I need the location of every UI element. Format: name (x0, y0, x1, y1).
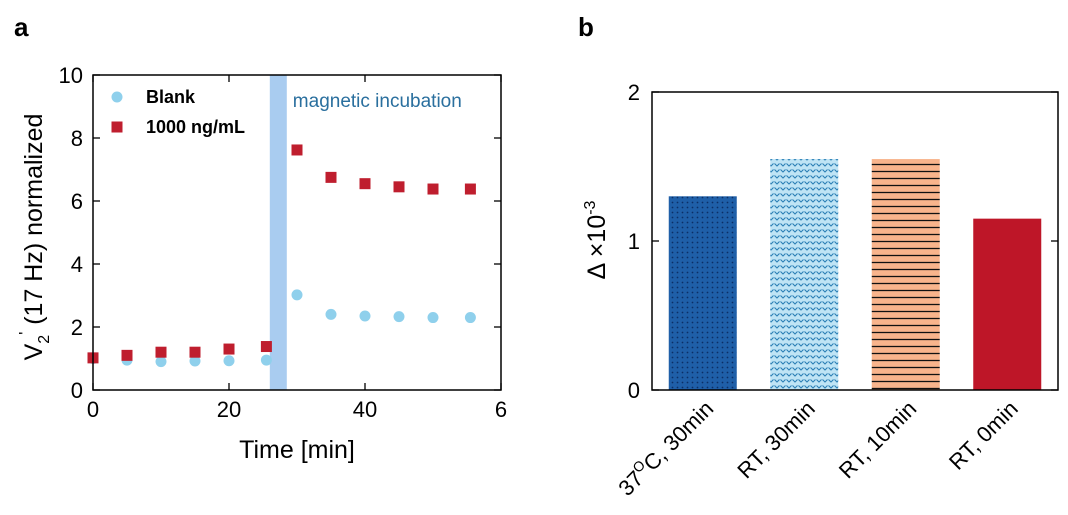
panel-a-x-axis-label: Time [min] (239, 436, 355, 464)
panel-a-point-sample-4 (223, 343, 235, 355)
legend-marker-sample (111, 121, 123, 133)
panel-b-y-tick-label: 2 (628, 80, 640, 105)
panel-a-point-sample-6 (291, 144, 303, 156)
panel-b-y-axis-label: Δ ×10-3 (582, 200, 611, 279)
panel-b-y-tick-label: 0 (628, 378, 640, 403)
panel-a-point-sample-1 (121, 349, 133, 361)
panel-b-bar-2 (871, 159, 940, 390)
panel-a-y-axis-label-sup: ' (17, 332, 34, 335)
panel-a-y-axis-label-rest: (17 Hz) normalized (20, 114, 48, 332)
legend-marker-blank (111, 91, 123, 103)
panel-a-point-sample-7 (325, 171, 337, 183)
panel-a-point-sample-11 (464, 183, 476, 195)
panel-a-y-axis-label-main: V (20, 343, 48, 360)
legend-label-blank: Blank (146, 87, 196, 107)
panel-a-point-sample-8 (359, 178, 371, 190)
panel-a-y-axis-label-sub: 2 (36, 335, 53, 344)
panel-b-y-tick-label: 1 (628, 229, 640, 254)
panel-a-point-blank-10 (427, 312, 439, 324)
panel-b-category-label-1: RT, 30min (732, 396, 819, 483)
panel-b-category-label-0: 37OC, 30min (612, 394, 718, 500)
panel-a-point-blank-5 (260, 354, 272, 366)
panel-a-point-blank-6 (291, 289, 303, 301)
panel-a-point-blank-3 (189, 355, 201, 367)
panel-a-y-tick-label: 10 (59, 63, 83, 88)
panel-b-y-axis-label-sup: -3 (582, 200, 599, 214)
legend-label-sample: 1000 ng/mL (146, 117, 245, 137)
panel-a-point-blank-11 (464, 312, 476, 324)
panel-a-point-blank-4 (223, 355, 235, 367)
panel-b-bar-1 (770, 159, 839, 390)
panel-a-annotation-text: magnetic incubation (293, 91, 462, 112)
panel-a-y-tick-label: 6 (71, 189, 83, 214)
panel-a-point-sample-3 (189, 346, 201, 358)
panel-b-bar-chart: 0 1 2 37OC, 30min RT, 30min RT, 10min RT, 0mi… (582, 80, 1059, 501)
panel-a-x-tick-label: 6 (495, 397, 507, 422)
panel-a-y-tick-label: 8 (71, 126, 83, 151)
panel-a-point-blank-7 (325, 308, 337, 320)
panel-a-x-tick-label: 20 (217, 397, 241, 422)
panel-b-bar-0 (668, 196, 737, 390)
panel-a-y-tick-label: 2 (71, 315, 83, 340)
panel-a-point-sample-10 (427, 183, 439, 195)
panel-label-b: b (578, 12, 594, 42)
panel-a-frame (92, 74, 502, 391)
panel-a-x-tick-label: 40 (353, 397, 377, 422)
panel-a-annotation-band (269, 75, 287, 390)
panel-a-point-sample-9 (393, 181, 405, 193)
panel-a-point-sample-2 (155, 346, 167, 358)
panel-a-point-blank-8 (359, 310, 371, 322)
panel-a-x-tick-label: 0 (87, 397, 99, 422)
panel-b-bar-3 (973, 218, 1042, 390)
panel-a-point-sample-5 (260, 341, 272, 353)
panel-a-legend: Blank 1000 ng/mL (111, 87, 245, 137)
panel-b-y-axis-label-main: Δ ×10 (583, 215, 611, 280)
panel-label-a: a (14, 12, 29, 42)
panel-a-y-tick-label: 0 (71, 378, 83, 403)
panel-a-point-blank-9 (393, 311, 405, 323)
panel-a-point-blank-2 (155, 356, 167, 368)
panel-b-category-label-2: RT, 10min (834, 396, 921, 483)
panel-a-y-tick-label: 4 (71, 252, 83, 277)
panel-a-y-axis-label: V2' (17 Hz) normalized (17, 114, 53, 361)
panel-b-category-label-3: RT, 0min (944, 396, 1023, 475)
